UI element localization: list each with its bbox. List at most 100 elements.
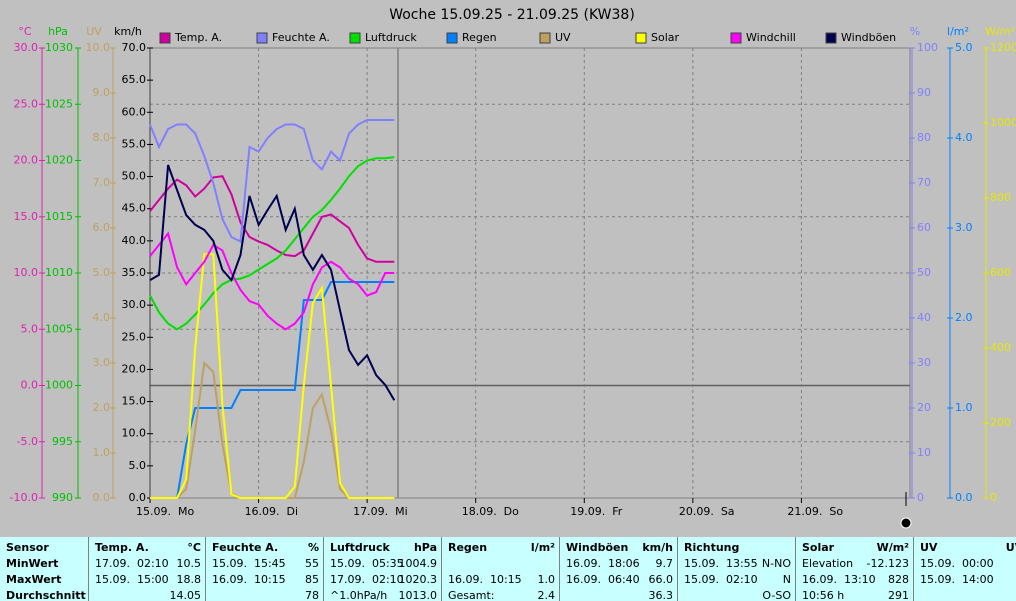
row-label: MinWert — [6, 557, 59, 570]
y-tick-label: 65.0 — [122, 73, 147, 86]
cell-left: 16.09. 13:10 — [802, 573, 876, 586]
table-group: Luftdruck hPa 15.09. 05:35 1004.9 17.09. 02:… — [323, 537, 441, 601]
cell-left: 15.09. 15:45 — [212, 557, 286, 570]
cell-left: 15.09. 05:35 — [330, 557, 404, 570]
cell-right: 18.8 — [176, 573, 202, 586]
table-group: Regen l/m² 16.09. 10:15 1.0 Gesamt: 2.4 — [441, 537, 559, 601]
table-group: Feuchte A.% 15.09. 15:45 55 16.09. 10:15 85 7… — [205, 537, 323, 601]
y-tick-label: 600 — [990, 266, 1011, 279]
axis-unit: km/h — [114, 25, 142, 38]
y-tick-label: 10.0 — [122, 427, 147, 440]
cell-left: 15.09. 00:00 — [920, 557, 994, 570]
series-line — [150, 253, 395, 499]
legend-swatch — [256, 32, 268, 44]
cell-right: 55 — [305, 557, 319, 570]
y-tick-label: 25.0 — [14, 97, 39, 110]
group-row: 17.09. 02:10 1020.3 — [330, 573, 437, 589]
row: MaxWert — [6, 573, 84, 589]
legend-label: Windböen — [841, 31, 896, 44]
group-row: 15.09. 15:45 55 — [212, 557, 319, 573]
legend-label: Regen — [462, 31, 497, 44]
y-tick-label: 90 — [917, 86, 931, 99]
group-row: 78 — [212, 589, 319, 601]
cell-right: 1004.9 — [398, 557, 438, 570]
group-row: 16.09. 18:06 9.7 — [566, 557, 673, 573]
group-header: Solar W/m² — [802, 541, 909, 557]
axis-unit: % — [910, 25, 920, 38]
y-tick-label: 20 — [917, 401, 931, 414]
y-tick-label: 1.0 — [93, 446, 111, 459]
y-tick-label: 40 — [917, 311, 931, 324]
row: Sensor — [6, 541, 84, 557]
legend-label: Luftdruck — [365, 31, 417, 44]
y-tick-label: 25.0 — [122, 330, 147, 343]
group-title: Regen — [448, 541, 488, 554]
y-tick-label: 5.0 — [129, 459, 147, 472]
y-tick-label: 60.0 — [122, 105, 147, 118]
axis-unit: UV — [86, 25, 102, 38]
group-row: 1 — [920, 589, 1016, 601]
series-line — [149, 156, 395, 331]
cell-right: O-SO — [762, 589, 791, 601]
cell-right: 828 — [888, 573, 909, 586]
legend-label: Solar — [651, 31, 680, 44]
y-tick-label: 6.0 — [93, 221, 111, 234]
table-group: Solar W/m² Elevation -12.123 16.09. 13:10 828… — [795, 537, 913, 601]
chart: Woche 15.09.25 - 21.09.25 (KW38) °C -10.0… — [10, 7, 1016, 529]
legend-label: Feuchte A. — [272, 31, 330, 44]
x-tick-label: 16.09. Di — [245, 505, 299, 518]
cell-left: 17.09. 02:10 — [330, 573, 404, 586]
axis-unit: l/m² — [947, 25, 969, 38]
y-tick-label: 0 — [917, 491, 924, 504]
y-tick-label: 9.0 — [93, 86, 111, 99]
y-tick-label: 50.0 — [122, 170, 147, 183]
group-unit: % — [307, 541, 319, 554]
row: Durchschnitt — [6, 589, 86, 601]
cell-left: 15.09. 02:10 — [684, 573, 758, 586]
legend-swatch — [825, 32, 837, 44]
group-row: 16.09. 13:10 828 — [802, 573, 909, 589]
y-tick-label: 10.0 — [14, 266, 39, 279]
group-row: 15.09. 00:000. — [920, 557, 1016, 573]
y-tick-label: 45.0 — [122, 202, 147, 215]
y-tick-label: 30.0 — [14, 41, 39, 54]
y-tick-label: 0.0 — [21, 379, 39, 392]
y-tick-label: 200 — [990, 416, 1011, 429]
y-tick-label: 1005 — [45, 322, 73, 335]
cell-left: 15.09. 14:00 — [920, 573, 994, 586]
y-tick-label: 8.0 — [93, 131, 111, 144]
group-title: Richtung — [684, 541, 740, 554]
y-tick-label: 990 — [52, 491, 73, 504]
group-unit: W/m² — [876, 541, 909, 554]
y-tick-label: -5.0 — [17, 435, 38, 448]
group-title: Luftdruck — [330, 541, 390, 554]
y-tick-label: 15.0 — [14, 210, 39, 223]
cell-right: N-NO — [761, 557, 791, 570]
group-header: Temp. A. °C — [95, 541, 201, 557]
x-tick-label: 18.09. Do — [462, 505, 519, 518]
group-title: Temp. A. — [95, 541, 149, 554]
y-tick-label: 5.0 — [21, 322, 39, 335]
cell-left: Gesamt: — [448, 589, 495, 601]
cell-right: 36.3 — [648, 589, 674, 601]
legend-swatch — [446, 32, 458, 44]
group-title: UV — [920, 541, 938, 554]
y-tick-label: 80 — [917, 131, 931, 144]
table-group: Temp. A. °C 17.09. 02:10 10.5 15.09. 15:00 18… — [88, 537, 205, 601]
y-tick-label: 40.0 — [122, 234, 147, 247]
group-row: 36.3 — [566, 589, 674, 601]
y-tick-label: 400 — [990, 341, 1011, 354]
group-header: Luftdruck hPa — [330, 541, 437, 557]
y-tick-label: 30.0 — [122, 298, 147, 311]
legend-swatch — [730, 32, 742, 44]
x-tick-label: 20.09. Sa — [679, 505, 735, 518]
cell-left: 16.09. 10:15 — [212, 573, 286, 586]
group-row: 15.09. 02:10 N — [684, 573, 791, 589]
y-tick-label: 20.0 — [122, 362, 147, 375]
group-row: Gesamt: 2.4 — [448, 589, 555, 601]
row-label-column: Sensor MinWert MaxWert Durchschnitt — [0, 537, 88, 601]
cell-left: 16.09. 06:40 — [566, 573, 640, 586]
y-tick-label: 3.0 — [93, 356, 111, 369]
y-tick-label: 1200 — [990, 41, 1016, 54]
